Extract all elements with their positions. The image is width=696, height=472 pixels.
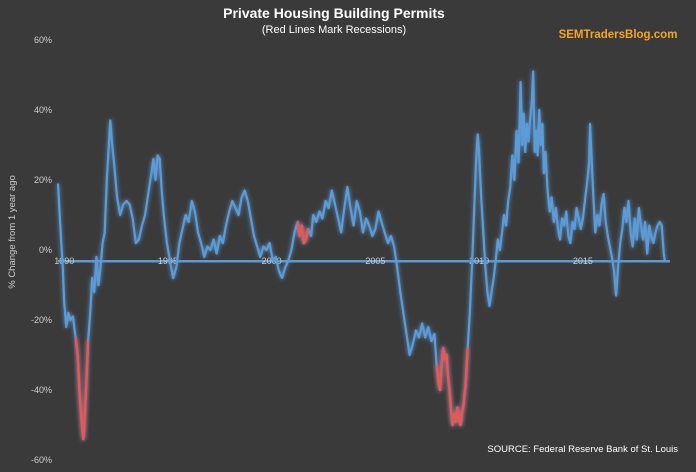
y-tick-label: 0% [39, 245, 52, 255]
recession-segment [296, 221, 310, 245]
y-axis-label: % Change from 1 year ago [7, 175, 18, 289]
x-tick-label: 1990 [54, 256, 74, 266]
watermark-label: SEMTradersBlog.com [559, 29, 678, 41]
chart-title: Private Housing Building Permits [223, 5, 445, 21]
chart-subtitle: (Red Lines Mark Recessions) [262, 24, 406, 36]
x-tick-label: 2015 [573, 256, 593, 266]
recession-segment [74, 337, 90, 441]
x-tick-label: 2010 [469, 256, 489, 266]
x-tick-label: 2005 [365, 256, 385, 266]
series-line [56, 70, 666, 441]
x-tick-label: 2000 [262, 256, 282, 266]
recession-segment [435, 346, 469, 427]
y-tick-label: -60% [31, 455, 52, 465]
x-tick-label: 1995 [158, 256, 178, 266]
source-label: SOURCE: Federal Reserve Bank of St. Loui… [487, 444, 678, 455]
y-tick-label: 60% [34, 35, 52, 45]
y-tick-label: 40% [34, 105, 52, 115]
y-tick-label: -40% [31, 385, 52, 395]
y-tick-label: -20% [31, 315, 52, 325]
plot-area: 60% 40% 20% 0% -20% -40% -60% 1990 1995 2000 2005 2… [31, 35, 670, 465]
y-tick-label: 20% [34, 175, 52, 185]
